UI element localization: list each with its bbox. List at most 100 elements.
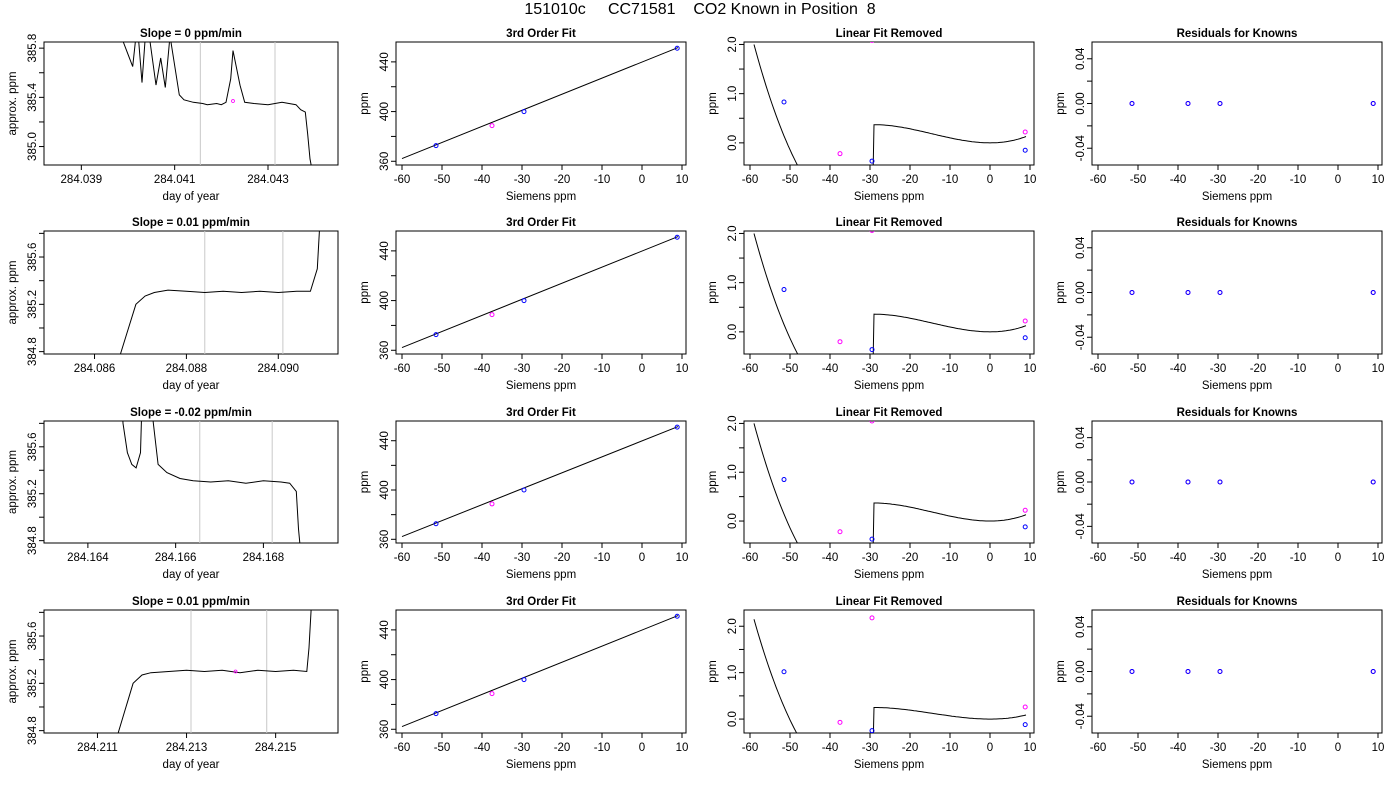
y-tick-label: -0.04 <box>1075 513 1087 540</box>
y-tick-label: 1.0 <box>727 275 739 291</box>
known-point <box>1370 290 1376 295</box>
y-axis-label: ppm <box>1055 281 1067 303</box>
x-tick-label: 10 <box>1024 363 1037 375</box>
x-tick-label: 0 <box>639 363 645 375</box>
y-tick-label: 385.6 <box>27 622 39 651</box>
x-axis-label: Siemens ppm <box>854 759 924 771</box>
x-tick-label: -30 <box>514 742 531 754</box>
plot-area <box>401 424 680 538</box>
y-tick-label: 385.6 <box>27 432 39 461</box>
y-tick-label: 385.0 <box>27 132 39 161</box>
x-tick-label: -40 <box>474 174 491 186</box>
known-point <box>674 45 680 51</box>
y-tick-label: 0.04 <box>1075 426 1087 449</box>
x-tick-label: -10 <box>594 552 611 564</box>
plot-area <box>401 45 680 160</box>
x-axis-label: Siemens ppm <box>506 759 576 771</box>
known-point <box>781 477 787 483</box>
x-tick-label: -60 <box>1090 174 1107 186</box>
known-point <box>1129 290 1135 295</box>
x-axis-label: Siemens ppm <box>506 191 576 203</box>
known-point <box>1022 524 1028 530</box>
y-axis-label: ppm <box>707 660 719 682</box>
panel-r1-c0: Slope = 0.01 ppm/min 284.086 284.088 284.09… <box>7 217 339 392</box>
x-tick-label: -20 <box>554 363 571 375</box>
y-tick-label: 385.4 <box>27 82 39 111</box>
y-tick-label: 0.00 <box>1075 471 1087 493</box>
known-point <box>1370 479 1376 485</box>
panel-title: Residuals for Knowns <box>1177 28 1298 40</box>
panel-r0-c3: Residuals for Knowns -60 -50 -40 -30 -20 -10 0 1… <box>1055 28 1384 203</box>
panel-frame <box>743 420 1035 544</box>
panel-r3-c2: Linear Fit Removed -60 -50 -40 -30 -20 -10 0 10 0… <box>707 596 1036 771</box>
x-tick-label: 0 <box>987 742 993 754</box>
known-point <box>1185 290 1191 295</box>
y-axis-label: approx. ppm <box>7 261 19 325</box>
x-tick-label: -40 <box>822 552 839 564</box>
plot-area <box>122 421 301 543</box>
y-tick-label: 1.0 <box>727 86 739 102</box>
plot-area <box>1129 101 1376 106</box>
x-tick-label: -10 <box>594 742 611 754</box>
panel-r1-c2: Linear Fit Removed -60 -50 -40 -30 -20 -10 0 10 0… <box>707 217 1037 392</box>
y-axis-label: ppm <box>359 471 371 493</box>
x-tick-label: -20 <box>1250 552 1267 564</box>
ppm-trace <box>119 231 320 354</box>
panel-title: 3rd Order Fit <box>506 407 576 419</box>
x-axis-label: Siemens ppm <box>854 569 924 581</box>
x-tick-label: -10 <box>942 363 959 375</box>
panel-r2-c0: Slope = -0.02 ppm/min 284.164 284.166 284.1… <box>7 407 339 581</box>
fit-line <box>401 426 679 538</box>
panel-frame <box>743 230 1035 355</box>
y-tick-label: 440 <box>379 431 391 450</box>
x-tick-label: 0 <box>639 742 645 754</box>
x-tick-label: -50 <box>782 174 799 186</box>
mean-marker <box>233 669 238 674</box>
y-tick-label: -0.04 <box>1075 324 1087 351</box>
x-axis-label: Siemens ppm <box>1202 569 1272 581</box>
x-axis-label: day of year <box>163 380 220 392</box>
y-tick-label: 0.0 <box>727 711 739 727</box>
fit-line <box>401 47 679 160</box>
known-point <box>521 487 527 493</box>
known-point <box>1022 147 1028 153</box>
fit-curve <box>753 619 1027 733</box>
x-axis-label: day of year <box>163 191 220 203</box>
panel-r0-c1: 3rd Order Fit -60 -50 -40 -30 -20 -10 0 10 360 400… <box>359 28 688 203</box>
x-tick-label: 0 <box>1335 742 1341 754</box>
x-tick-label: 284.215 <box>255 742 297 754</box>
x-tick-label: -10 <box>1290 552 1307 564</box>
x-tick-label: -10 <box>594 174 611 186</box>
y-axis-label: approx. ppm <box>7 450 19 514</box>
panel-frame <box>743 609 1035 734</box>
x-tick-label: 284.039 <box>61 174 103 186</box>
x-tick-label: -30 <box>514 552 531 564</box>
x-tick-label: 0 <box>639 552 645 564</box>
x-tick-label: 284.043 <box>247 174 289 186</box>
x-tick-label: -40 <box>1170 363 1187 375</box>
panel-title: Slope = 0.01 ppm/min <box>132 596 250 608</box>
figure-title: 151010c CC71581 CO2 Known in Position 8 <box>524 1 876 18</box>
x-tick-label: 10 <box>1372 363 1385 375</box>
x-tick-label: -10 <box>1290 742 1307 754</box>
y-tick-label: 0.00 <box>1075 281 1087 303</box>
y-axis-label: ppm <box>1055 471 1067 493</box>
fit-line <box>401 236 679 349</box>
y-tick-label: 360 <box>379 152 391 171</box>
x-axis-label: day of year <box>163 759 220 771</box>
y-axis-label: ppm <box>1055 660 1067 682</box>
x-tick-label: -30 <box>1210 174 1227 186</box>
x-tick-label: -30 <box>1210 363 1227 375</box>
x-tick-label: -20 <box>902 742 919 754</box>
ppm-trace <box>122 421 301 543</box>
panel-title: Linear Fit Removed <box>836 28 943 40</box>
x-axis-label: Siemens ppm <box>506 569 576 581</box>
x-tick-label: 10 <box>1372 742 1385 754</box>
x-tick-label: -20 <box>554 742 571 754</box>
panel-r3-c1: 3rd Order Fit -60 -50 -40 -30 -20 -10 0 10 360 400… <box>359 596 688 771</box>
fit-curve <box>753 423 1027 543</box>
panel-title: Linear Fit Removed <box>836 407 943 419</box>
known-point <box>1370 669 1376 674</box>
known-point <box>674 234 680 240</box>
x-tick-label: -50 <box>782 742 799 754</box>
